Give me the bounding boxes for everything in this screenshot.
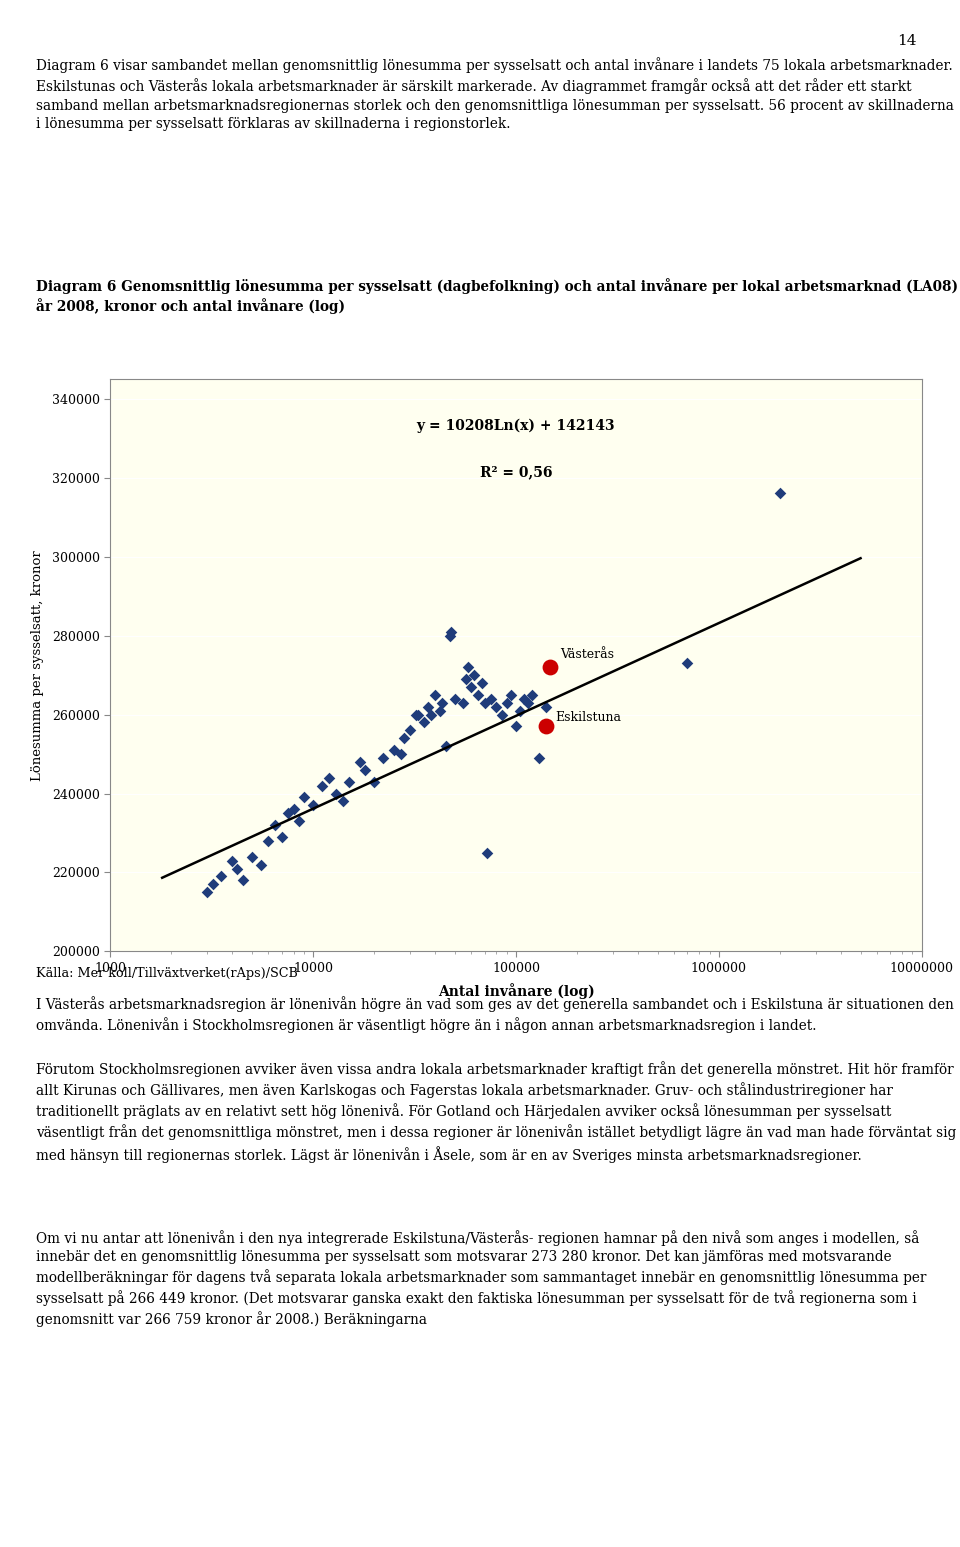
Point	[305, 794, 321, 818]
Text: Om vi nu antar att lönenivån i den nya integrerade Eskilstuna/Västerås- regionen: Om vi nu antar att lönenivån i den nya i…	[36, 1230, 926, 1327]
Text: R² = 0,56: R² = 0,56	[480, 466, 552, 480]
Point	[420, 695, 436, 719]
Point	[408, 702, 423, 727]
Point	[520, 690, 536, 715]
Point	[438, 733, 453, 758]
Point	[459, 667, 474, 692]
Point	[444, 619, 459, 644]
Point	[456, 690, 471, 715]
Point	[260, 829, 276, 854]
Point	[375, 746, 391, 770]
Point	[396, 726, 412, 750]
Point	[513, 698, 528, 722]
Text: Västerås: Västerås	[560, 648, 613, 661]
Point	[225, 848, 240, 873]
Point	[532, 746, 547, 770]
Point	[341, 769, 356, 794]
X-axis label: Antal invånare (log): Antal invånare (log)	[438, 984, 594, 999]
Text: Diagram 6 Genomsnittlig lönesumma per sysselsatt (dagbefolkning) och antal invån: Diagram 6 Genomsnittlig lönesumma per sy…	[36, 278, 958, 314]
Point	[542, 654, 558, 679]
Point	[335, 789, 350, 814]
Point	[297, 784, 312, 809]
Y-axis label: Lönesumma per sysselsatt, kronor: Lönesumma per sysselsatt, kronor	[31, 549, 43, 781]
Text: y = 10208Ln(x) + 142143: y = 10208Ln(x) + 142143	[417, 419, 615, 433]
Point	[213, 865, 228, 890]
Text: Diagram 6 visar sambandet mellan genomsnittlig lönesumma per sysselsatt och anta: Diagram 6 visar sambandet mellan genomsn…	[36, 57, 954, 131]
Point	[499, 690, 515, 715]
Point	[680, 651, 695, 676]
Point	[205, 873, 221, 897]
Point	[494, 702, 510, 727]
Point	[275, 825, 290, 849]
Point	[538, 715, 553, 739]
Point	[245, 845, 260, 869]
Point	[235, 868, 251, 893]
Point	[524, 682, 540, 707]
Point	[314, 774, 329, 798]
Point	[367, 769, 382, 794]
Text: Källa: Mer koll/Tillväxtverket(rAps)/SCB: Källa: Mer koll/Tillväxtverket(rAps)/SCB	[36, 967, 299, 979]
Text: Eskilstuna: Eskilstuna	[556, 712, 622, 724]
Point	[402, 718, 418, 743]
Point	[470, 682, 486, 707]
Point	[464, 674, 479, 699]
Text: Förutom Stockholmsregionen avviker även vissa andra lokala arbetsmarknader kraft: Förutom Stockholmsregionen avviker även …	[36, 1061, 957, 1163]
Point	[252, 852, 268, 877]
Point	[508, 715, 523, 739]
Text: I Västerås arbetsmarknadsregion är lönenivån högre än vad som ges av det generel: I Västerås arbetsmarknadsregion är lönen…	[36, 996, 954, 1033]
Point	[504, 682, 519, 707]
Point	[434, 690, 449, 715]
Point	[772, 481, 787, 506]
Point	[477, 690, 492, 715]
Point	[479, 840, 494, 865]
Point	[286, 797, 301, 821]
Point	[328, 781, 344, 806]
Point	[516, 687, 532, 712]
Text: 14: 14	[898, 34, 917, 48]
Point	[291, 809, 306, 834]
Point	[483, 687, 498, 712]
Point	[427, 682, 443, 707]
Point	[357, 758, 372, 783]
Point	[280, 801, 296, 826]
Point	[386, 738, 401, 763]
Point	[474, 670, 490, 695]
Point	[489, 695, 504, 719]
Point	[423, 702, 439, 727]
Point	[411, 702, 426, 727]
Point	[322, 766, 337, 791]
Point	[352, 750, 368, 775]
Point	[467, 662, 482, 687]
Point	[432, 698, 447, 722]
Point	[393, 741, 408, 766]
Point	[200, 880, 215, 905]
Point	[229, 855, 245, 880]
Point	[538, 695, 553, 719]
Point	[447, 687, 463, 712]
Point	[268, 812, 283, 837]
Point	[461, 654, 476, 679]
Point	[442, 623, 457, 648]
Point	[416, 710, 431, 735]
